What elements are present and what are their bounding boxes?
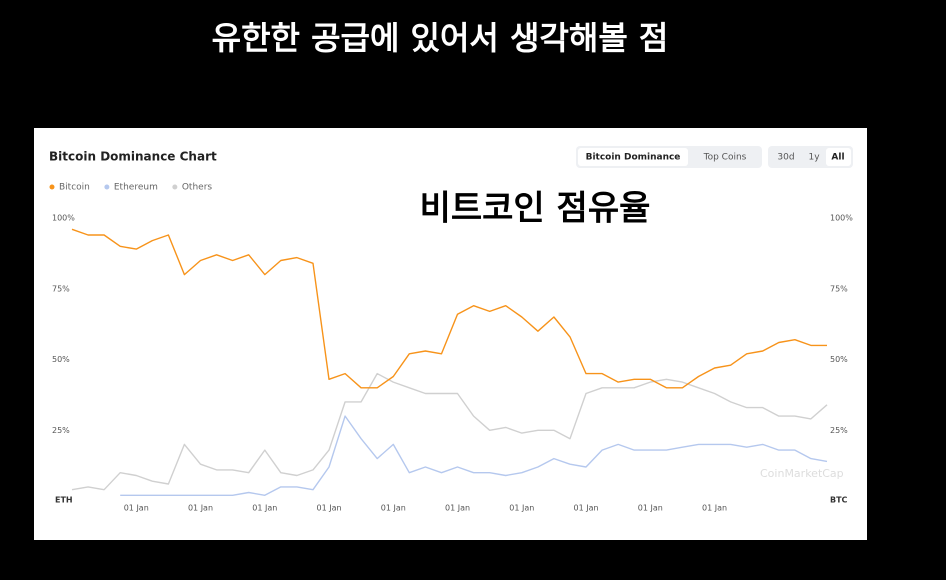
x-tick-label: 01 Jan bbox=[124, 504, 149, 513]
axis-label: ETH bbox=[55, 496, 73, 505]
series-line bbox=[71, 228, 827, 389]
y2-tick-label: 100% bbox=[830, 214, 853, 223]
range-active bbox=[826, 148, 851, 166]
series-line bbox=[120, 415, 828, 496]
x-tick-label: 01 Jan bbox=[381, 504, 406, 513]
y-tick-label: 50% bbox=[52, 355, 70, 364]
y-tick-label: 75% bbox=[52, 284, 70, 293]
range[interactable]: 30d bbox=[777, 153, 794, 163]
legend-dot bbox=[49, 184, 55, 190]
tab-active bbox=[578, 148, 688, 166]
watermark: CoinMarketCap bbox=[760, 467, 844, 480]
legend-label: Ethereum bbox=[114, 183, 158, 193]
legend-dot bbox=[172, 184, 178, 190]
y-tick-label: 100% bbox=[52, 214, 75, 223]
x-tick-label: 01 Jan bbox=[188, 504, 213, 513]
y-tick-label: 25% bbox=[52, 426, 70, 435]
tab[interactable]: Top Coins bbox=[703, 153, 747, 163]
y2-tick-label: 75% bbox=[830, 284, 848, 293]
video-title: 유한한 공급에 있어서 생각해볼 점 bbox=[212, 19, 669, 57]
legend-label: Others bbox=[182, 183, 213, 193]
range[interactable]: 1y bbox=[808, 153, 820, 163]
y2-tick-label: 50% bbox=[830, 355, 848, 364]
range[interactable]: All bbox=[831, 153, 844, 163]
chart-title: Bitcoin Dominance Chart bbox=[49, 150, 217, 164]
x-tick-label: 01 Jan bbox=[445, 504, 470, 513]
overlay-text: 비트코인 점유율 bbox=[420, 189, 651, 229]
y2-tick-label: 25% bbox=[830, 426, 848, 435]
x-tick-label: 01 Jan bbox=[702, 504, 727, 513]
legend-label: Bitcoin bbox=[59, 183, 90, 193]
axis-label: BTC bbox=[830, 496, 848, 505]
x-tick-label: 01 Jan bbox=[316, 504, 341, 513]
x-tick-label: 01 Jan bbox=[638, 504, 663, 513]
series-line bbox=[71, 372, 828, 491]
x-tick-label: 01 Jan bbox=[574, 504, 599, 513]
legend-dot bbox=[104, 184, 110, 190]
tab[interactable]: Bitcoin Dominance bbox=[586, 153, 681, 163]
x-tick-label: 01 Jan bbox=[509, 504, 534, 513]
x-tick-label: 01 Jan bbox=[252, 504, 277, 513]
